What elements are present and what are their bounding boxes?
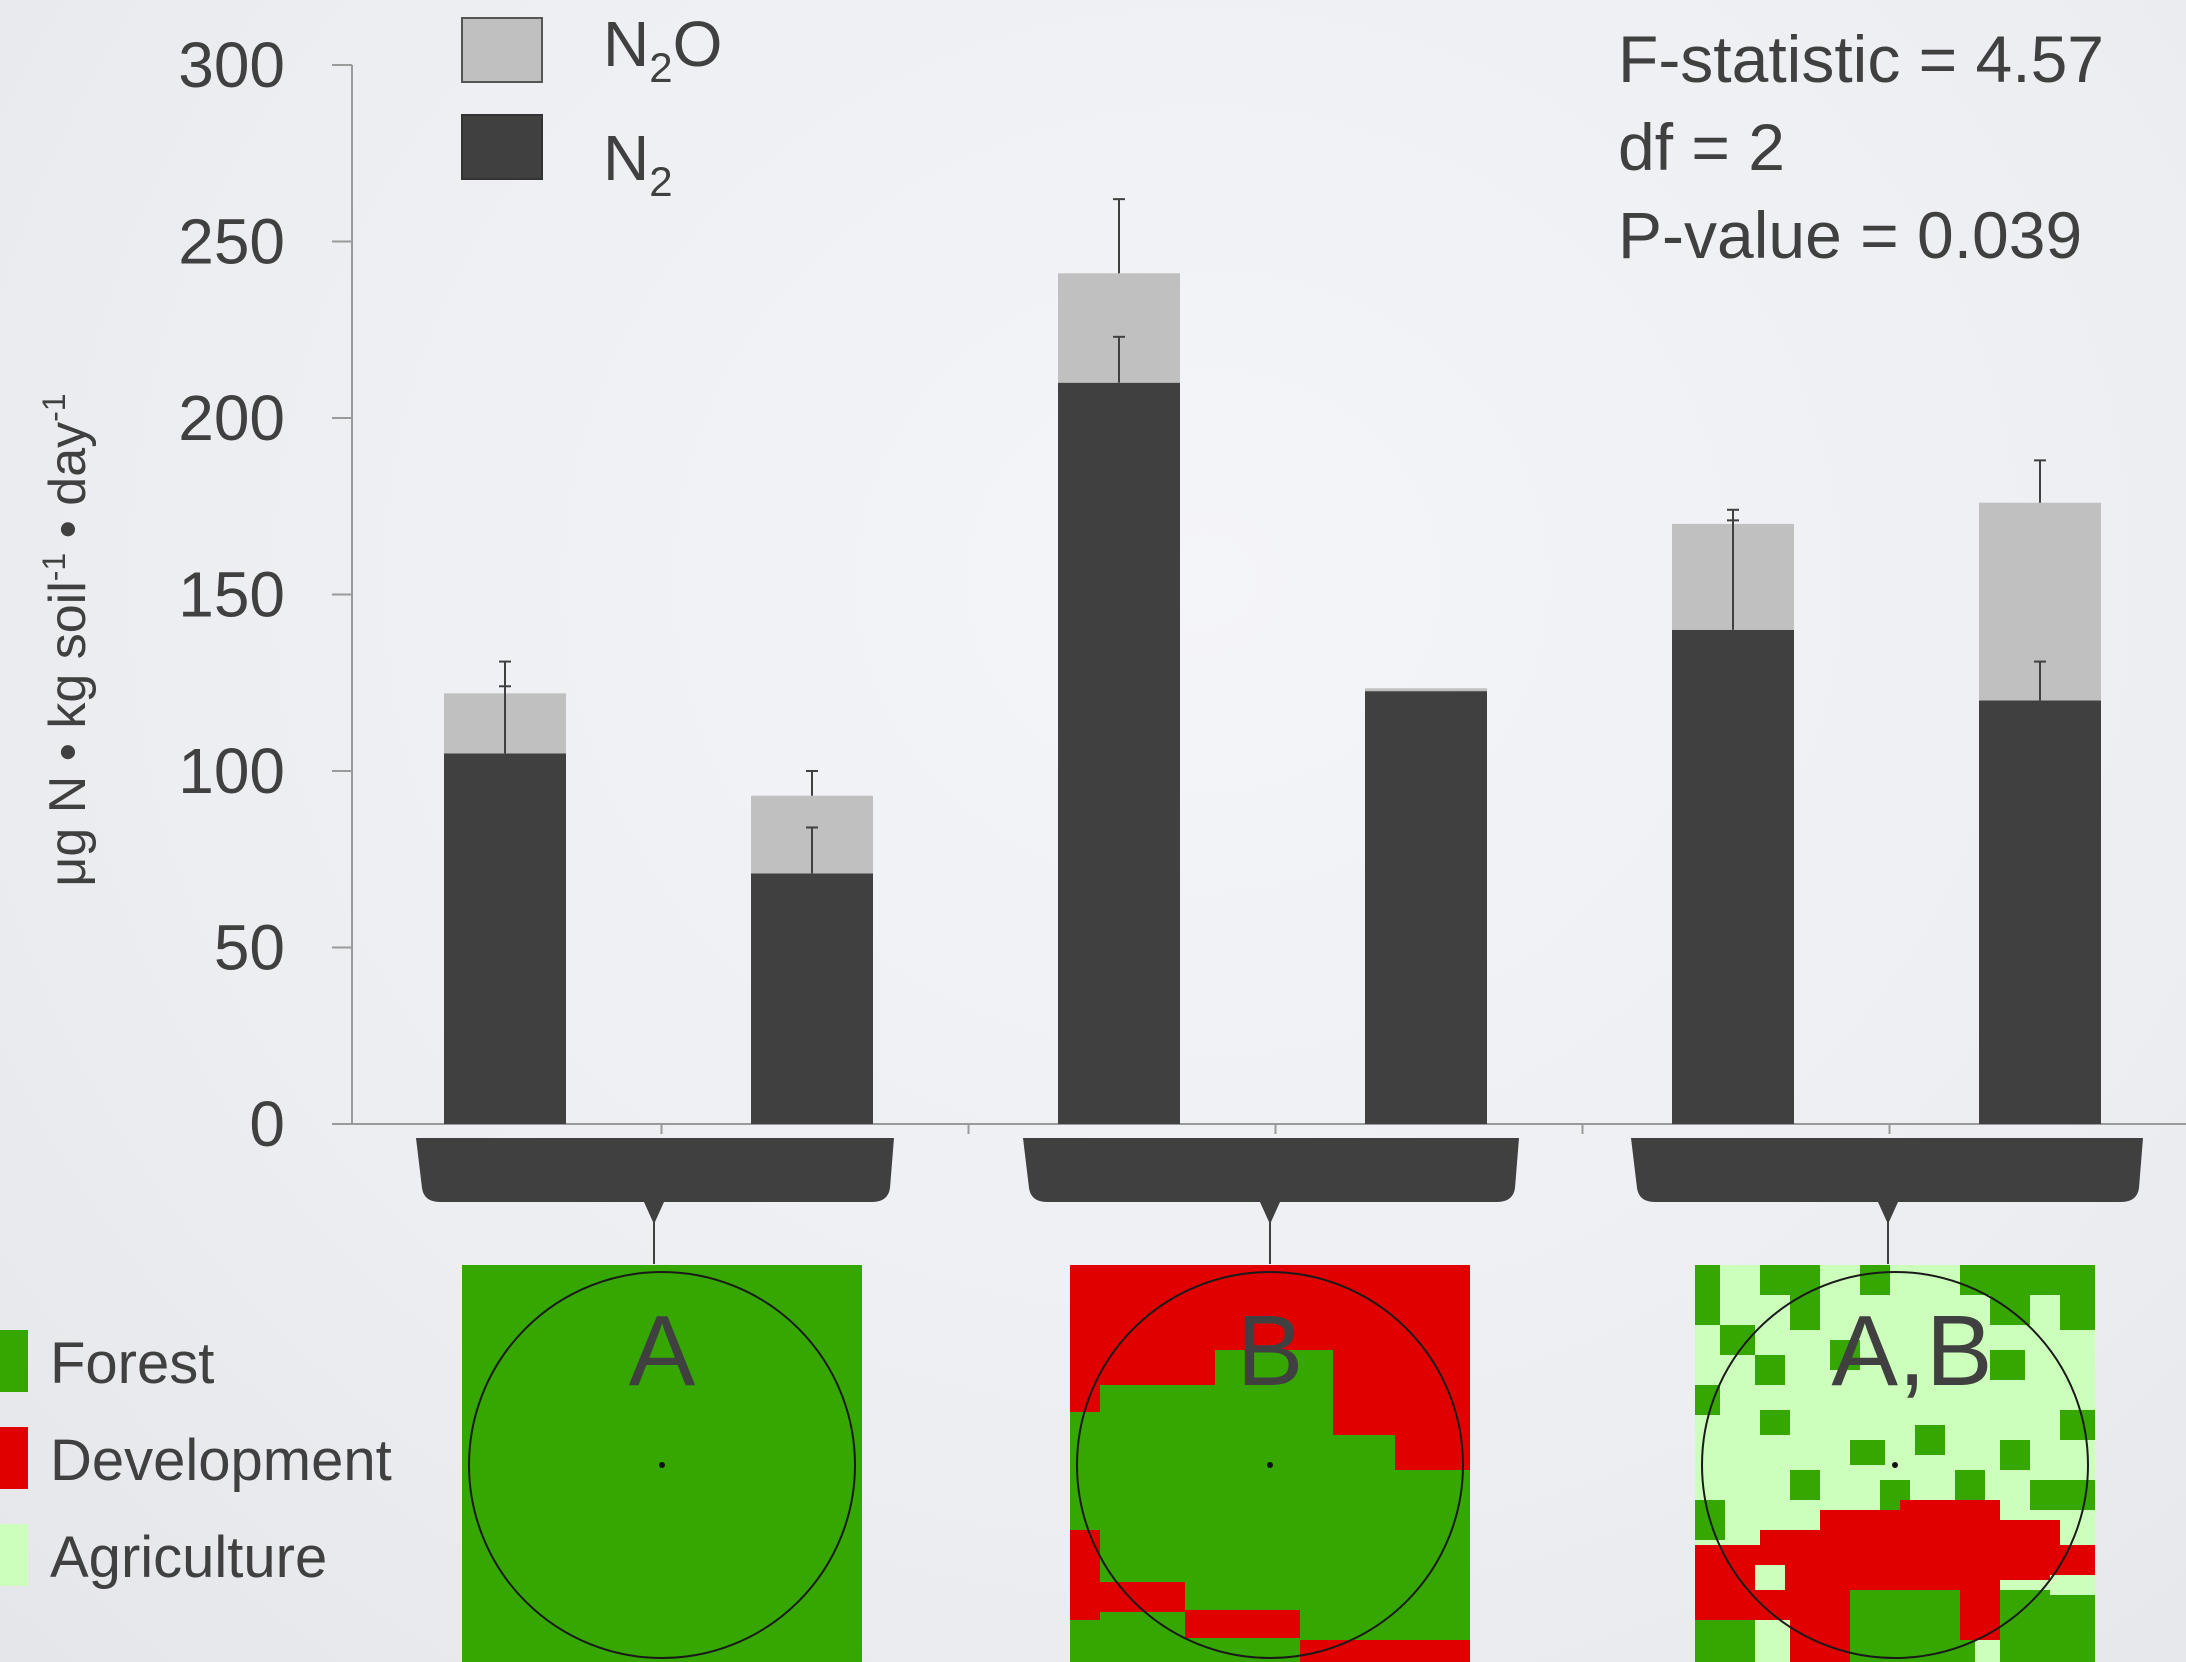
bar-n2 xyxy=(1979,700,2101,1124)
landuse-map-b: B xyxy=(1070,1265,1470,1662)
bar-n2 xyxy=(751,873,873,1124)
bar-n2 xyxy=(1058,382,1180,1124)
y-axis-title: μg N • kg soil-1 • day-1 xyxy=(36,393,97,886)
y-tick-label: 300 xyxy=(178,29,285,101)
y-tick-label: 50 xyxy=(214,912,285,984)
group-label-b: B xyxy=(1237,1295,1304,1407)
bar-n2 xyxy=(1672,629,1794,1124)
y-tick-label: 250 xyxy=(178,206,285,278)
stat-df: df = 2 xyxy=(1618,110,1785,184)
legend-label-n2o: N2O xyxy=(603,8,722,91)
bar-n2 xyxy=(1365,689,1487,1124)
stats-annotation: F-statistic = 4.57 df = 2 P-value = 0.03… xyxy=(1618,22,2104,272)
stat-p: P-value = 0.039 xyxy=(1618,198,2082,272)
bars xyxy=(444,198,2101,1124)
landuse-legend: Forest Development Agriculture xyxy=(0,1330,392,1590)
landuse-label-development: Development xyxy=(50,1428,392,1493)
bar-n2 xyxy=(444,753,566,1124)
group-label-ab: A,B xyxy=(1831,1295,1992,1407)
series-legend: N2O N2 xyxy=(461,8,722,205)
axes: 0 50 100 150 200 250 300 xyxy=(178,29,2186,1160)
group-brace-a xyxy=(416,1138,894,1264)
landuse-swatch-development xyxy=(0,1427,28,1489)
stat-f: F-statistic = 4.57 xyxy=(1618,22,2104,96)
y-tick-label: 100 xyxy=(178,735,285,807)
legend-label-n2: N2 xyxy=(603,122,673,205)
y-tick-label: 200 xyxy=(178,382,285,454)
legend-swatch-n2 xyxy=(461,114,543,180)
group-brace-b xyxy=(1023,1138,1519,1264)
landuse-label-forest: Forest xyxy=(50,1331,214,1396)
landuse-map-ab: A,B xyxy=(1695,1265,2095,1662)
landuse-label-agriculture: Agriculture xyxy=(50,1525,327,1590)
landuse-swatch-forest xyxy=(0,1330,28,1392)
landuse-map-a: A xyxy=(462,1265,862,1662)
group-brace-ab xyxy=(1631,1138,2143,1264)
y-tick-label: 0 xyxy=(249,1088,285,1160)
landuse-swatch-agriculture xyxy=(0,1524,28,1586)
group-label-a: A xyxy=(629,1295,696,1407)
y-tick-label: 150 xyxy=(178,559,285,631)
legend-swatch-n2o xyxy=(461,17,543,83)
group-braces xyxy=(416,1138,2143,1264)
